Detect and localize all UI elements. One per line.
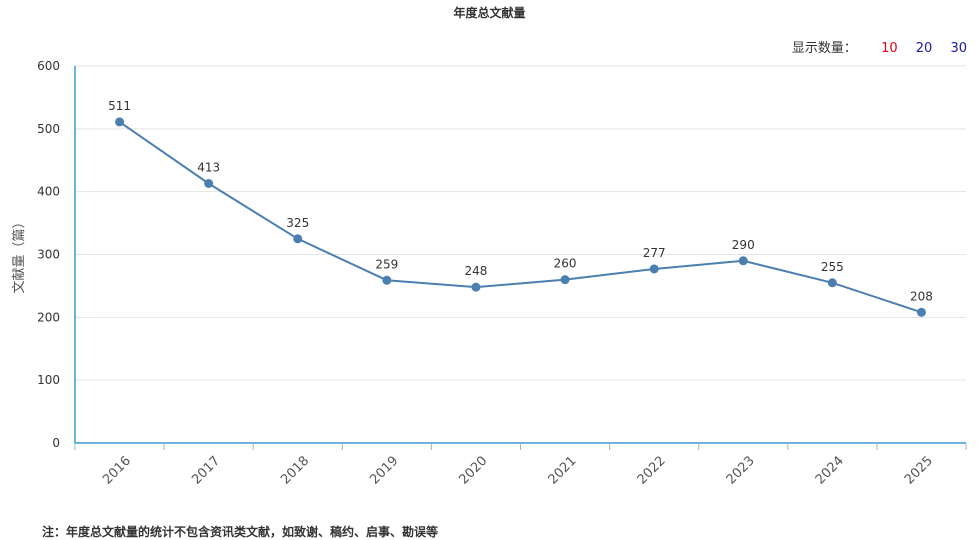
- x-axis-ticks: 2016 2017 2018 2019 2020 2021 2022 2023 2024 2025: [74, 443, 967, 488]
- y-tick-label: 0: [52, 436, 60, 450]
- y-axis-ticks: 0 100 200 300 400 500 600: [37, 59, 60, 450]
- series-line: [118, 121, 922, 314]
- data-point[interactable]: [560, 275, 570, 285]
- data-label: 325: [286, 216, 309, 230]
- x-tick-label: 2025: [902, 454, 936, 488]
- data-point[interactable]: [738, 256, 748, 266]
- data-point[interactable]: [827, 278, 837, 288]
- x-tick-label: 2018: [278, 454, 312, 488]
- data-label: 259: [375, 257, 398, 271]
- x-tick-label: 2017: [189, 454, 223, 488]
- footnote: 注：年度总文献量的统计不包含资讯类文献，如致谢、稿约、启事、勘误等: [42, 525, 439, 539]
- display-count-option-10[interactable]: 10: [881, 41, 898, 56]
- data-point[interactable]: [115, 117, 125, 127]
- display-count-option-20[interactable]: 20: [915, 41, 933, 56]
- x-tick-label: 2022: [635, 454, 669, 488]
- y-axis-label: 文献量（篇）: [12, 215, 27, 293]
- data-label: 208: [910, 289, 933, 303]
- data-label: 255: [821, 260, 844, 274]
- x-tick-label: 2019: [367, 454, 401, 488]
- grid-lines: [75, 65, 966, 381]
- x-tick-label: 2021: [546, 454, 580, 488]
- data-label: 290: [732, 238, 755, 252]
- data-point[interactable]: [204, 178, 214, 188]
- data-point[interactable]: [471, 282, 481, 292]
- x-tick-label: 2016: [100, 454, 134, 488]
- series-group: 511 413 325 259 248 260 277 290 255 208: [108, 99, 933, 317]
- data-label: 277: [643, 246, 666, 260]
- display-count-selector: 显示数量： 10 20 30: [792, 37, 967, 56]
- data-label: 260: [554, 257, 577, 271]
- display-count-option-30[interactable]: 30: [950, 41, 967, 56]
- x-tick-label: 2020: [456, 454, 490, 488]
- chart-title: 年度总文献量: [453, 6, 526, 20]
- y-tick-label: 500: [37, 122, 60, 136]
- y-tick-label: 100: [37, 373, 60, 387]
- data-point[interactable]: [916, 307, 926, 317]
- y-tick-label: 200: [37, 310, 60, 324]
- data-point[interactable]: [649, 264, 659, 274]
- y-tick-label: 300: [37, 248, 60, 262]
- x-tick-label: 2024: [813, 454, 847, 488]
- y-tick-label: 400: [37, 185, 60, 199]
- data-label: 413: [197, 160, 220, 174]
- x-tick-label: 2023: [724, 454, 758, 488]
- data-label: 248: [464, 264, 487, 278]
- y-tick-label: 600: [37, 59, 60, 73]
- line-chart: 0 100 200 300 400 500 600 2016 2017 2018 2019 2020…: [12, 59, 967, 488]
- data-point[interactable]: [382, 275, 392, 285]
- data-point[interactable]: [293, 234, 303, 244]
- data-label: 511: [108, 99, 131, 113]
- display-count-label: 显示数量：: [791, 41, 857, 56]
